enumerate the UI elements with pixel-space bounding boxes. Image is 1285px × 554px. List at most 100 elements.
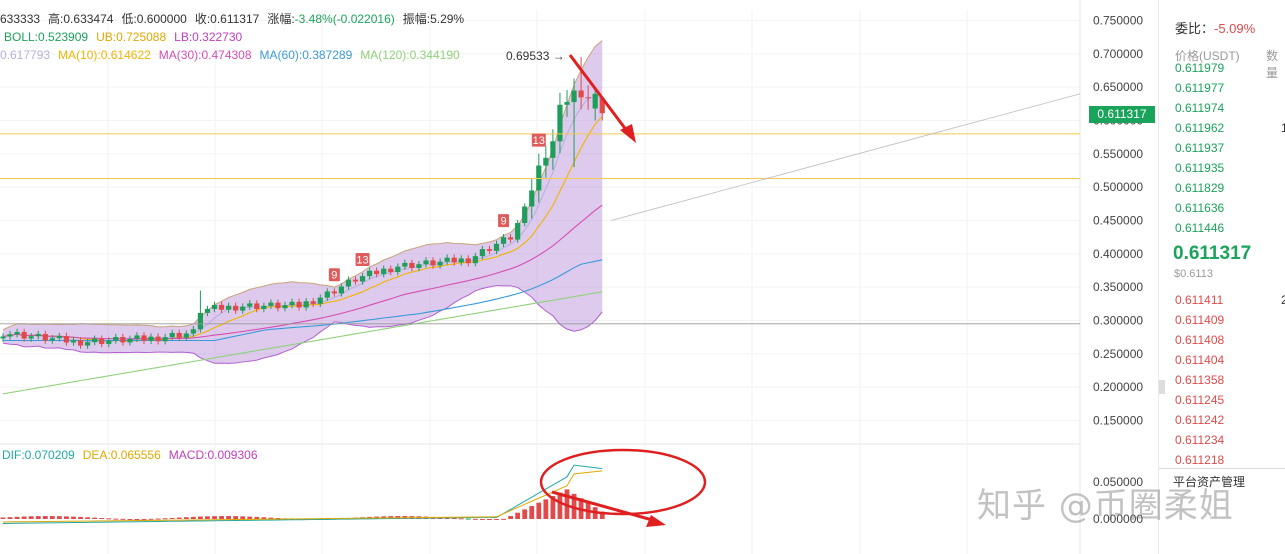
macd-bar: [458, 518, 464, 520]
candle: [21, 328, 27, 342]
candle-body: [430, 260, 436, 266]
candle: [585, 85, 591, 110]
macd-bar: [472, 518, 478, 520]
order-book-row-ask[interactable]: 0.611408: [1175, 333, 1285, 347]
macd-dif-line: [2, 464, 603, 524]
candle-body: [289, 301, 295, 306]
candle: [458, 255, 464, 266]
macd-bar: [162, 518, 168, 520]
order-book-row-bid[interactable]: 0.611937: [1175, 141, 1285, 155]
candle-body: [204, 308, 211, 313]
candle: [28, 333, 34, 342]
candle: [303, 298, 309, 311]
candle: [430, 257, 436, 269]
order-book-row-ask[interactable]: 0.611242: [1175, 413, 1285, 427]
ma5-value: 0.617793: [0, 48, 51, 62]
candle: [56, 332, 62, 342]
order-book-row-ask[interactable]: 0.611358: [1175, 373, 1285, 387]
macd-bar: [515, 512, 521, 519]
price-tick-label: 0.250000: [1093, 347, 1143, 361]
macd-bar: [127, 518, 133, 520]
order-book-row-bid[interactable]: 0.611829: [1175, 181, 1285, 195]
annotations: 0.69533 →: [506, 49, 636, 143]
candle-body: [92, 338, 98, 343]
order-price: 0.611234: [1175, 433, 1225, 447]
trend-line: [611, 93, 1081, 221]
order-book-row-bid[interactable]: 0.611636: [1175, 201, 1285, 215]
candle-body: [141, 335, 147, 341]
order-book: 委比：-5.09% 价格(USDT) 数量 0.611979 0.611977 0.…: [1158, 0, 1285, 554]
candle: [275, 299, 281, 312]
macd-bar: [28, 516, 34, 519]
candle-body: [14, 331, 20, 335]
order-book-row-ask[interactable]: 0.611404: [1175, 353, 1285, 367]
order-book-row-bid[interactable]: 0.611935: [1175, 161, 1285, 175]
macd-bar: [465, 518, 471, 520]
order-book-row-ask[interactable]: 0.611234: [1175, 433, 1285, 447]
candle: [493, 240, 500, 255]
candle-body: [388, 268, 394, 273]
candle-body: [268, 302, 274, 306]
candle: [226, 302, 232, 313]
order-book-row-ask[interactable]: 0.611411 2: [1175, 293, 1285, 307]
price-axis: 0.7500000.7000000.6500000.6000000.550000…: [1093, 14, 1143, 527]
candle-body: [409, 262, 415, 268]
candle-body: [472, 256, 478, 264]
order-price: 0.611218: [1175, 453, 1225, 467]
macd-bar: [0, 517, 6, 519]
candle-body: [99, 338, 105, 344]
candle-body: [465, 258, 471, 264]
macd-bar: [14, 516, 20, 519]
order-ratio-label: 委比：: [1175, 21, 1215, 36]
qty-column-header: 数量: [1266, 49, 1279, 80]
candle: [451, 254, 457, 266]
order-book-row-ask[interactable]: 0.611218: [1175, 453, 1285, 467]
asset-management-link[interactable]: 平台资产管理: [1173, 475, 1246, 489]
candle-body: [437, 261, 443, 266]
candle: [564, 90, 570, 117]
order-qty: 1: [1281, 121, 1285, 135]
candle-body: [381, 268, 387, 275]
candle-body: [585, 97, 591, 99]
candle: [345, 276, 352, 290]
macd-dea-line: [2, 470, 603, 523]
macd-bar: [240, 516, 246, 519]
candle-body: [493, 243, 500, 251]
order-book-scroll-handle[interactable]: [1159, 380, 1165, 394]
order-book-row-bid[interactable]: 0.611962 1: [1175, 121, 1285, 135]
macd-bar: [451, 517, 457, 519]
price-tick-label: 0.400000: [1093, 247, 1143, 261]
candle-body: [508, 237, 514, 240]
candle: [508, 234, 514, 243]
candle-body: [324, 291, 330, 298]
macd-bar: [219, 516, 224, 519]
macd-bar: [35, 516, 41, 519]
ma10-value: MA(10):0.614622: [58, 48, 151, 62]
candle-body: [218, 304, 225, 310]
order-qty: 2: [1281, 293, 1285, 307]
candle: [338, 283, 344, 297]
order-book-row-bid[interactable]: 0.611974: [1175, 101, 1285, 115]
order-price: 0.611446: [1175, 221, 1225, 235]
candle: [557, 92, 563, 154]
candle: [310, 298, 316, 308]
candle-body: [423, 260, 429, 265]
candle-body: [134, 335, 140, 339]
candle: [486, 245, 493, 255]
macd-bar: [183, 517, 189, 519]
order-book-row-bid[interactable]: 0.611446: [1175, 221, 1285, 235]
candle-body: [162, 337, 168, 342]
order-book-row-bid[interactable]: 0.611977: [1175, 81, 1285, 95]
order-book-row-ask[interactable]: 0.611245: [1175, 393, 1285, 407]
order-book-row-ask[interactable]: 0.611409: [1175, 313, 1285, 327]
macd-bar: [529, 506, 535, 519]
order-book-row-bid[interactable]: 0.611979: [1175, 61, 1285, 75]
candle: [296, 298, 302, 311]
macd-value: MACD:0.009306: [168, 448, 258, 462]
order-book-header: 价格(USDT) 数量: [1175, 47, 1285, 80]
order-ratio-value: -5.09%: [1214, 21, 1256, 36]
candle-body: [106, 340, 112, 344]
macd-bar: [134, 518, 140, 520]
macd-bar: [487, 518, 492, 520]
